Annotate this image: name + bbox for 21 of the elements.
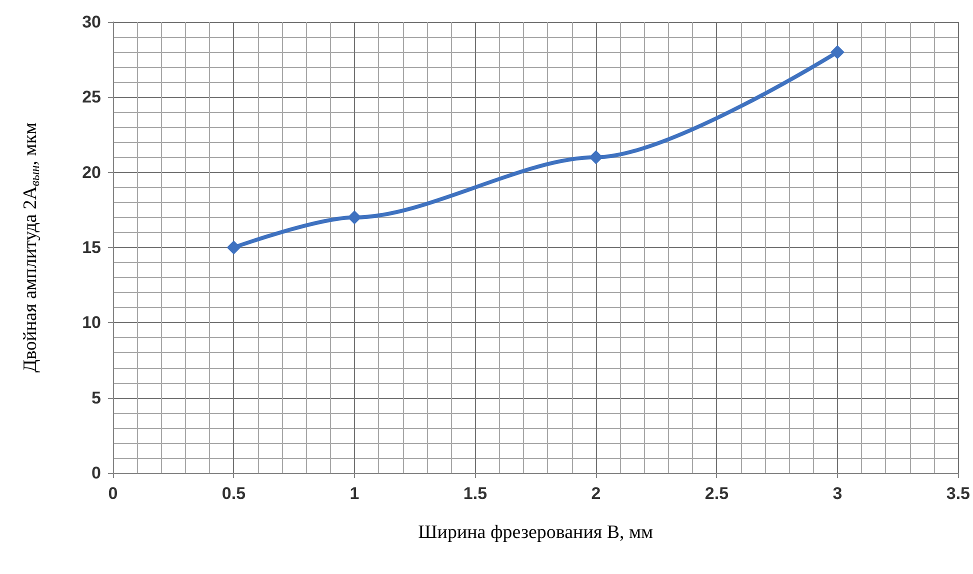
point	[830, 45, 844, 60]
point	[226, 240, 241, 254]
x-tick-label: 3.5	[946, 484, 970, 503]
x-tick-label: 0.5	[222, 484, 246, 503]
y-tick-label: 0	[92, 464, 101, 482]
x-tick-label: 2.5	[704, 484, 729, 503]
y-tick-label: 15	[82, 238, 101, 257]
y-tick-label: 5	[92, 388, 101, 408]
x-tick-label: 0	[108, 484, 118, 503]
x-tick-label: 2	[591, 484, 601, 503]
y-axis-title: Двойная амплитуда 2Aвын, мкм	[20, 122, 42, 372]
point	[347, 210, 362, 224]
x-tick-label: 1.5	[463, 484, 488, 503]
y-tick-label: 20	[82, 162, 101, 182]
x-tick-label: 3	[832, 484, 842, 503]
y-tick-label: 30	[82, 12, 101, 32]
point	[588, 150, 603, 164]
y-tick-label: 25	[82, 88, 101, 107]
y-tick-label: 10	[82, 313, 101, 332]
x-axis-title: Ширина фрезерования B, мм	[418, 522, 654, 543]
x-tick-label: 1	[350, 484, 360, 503]
